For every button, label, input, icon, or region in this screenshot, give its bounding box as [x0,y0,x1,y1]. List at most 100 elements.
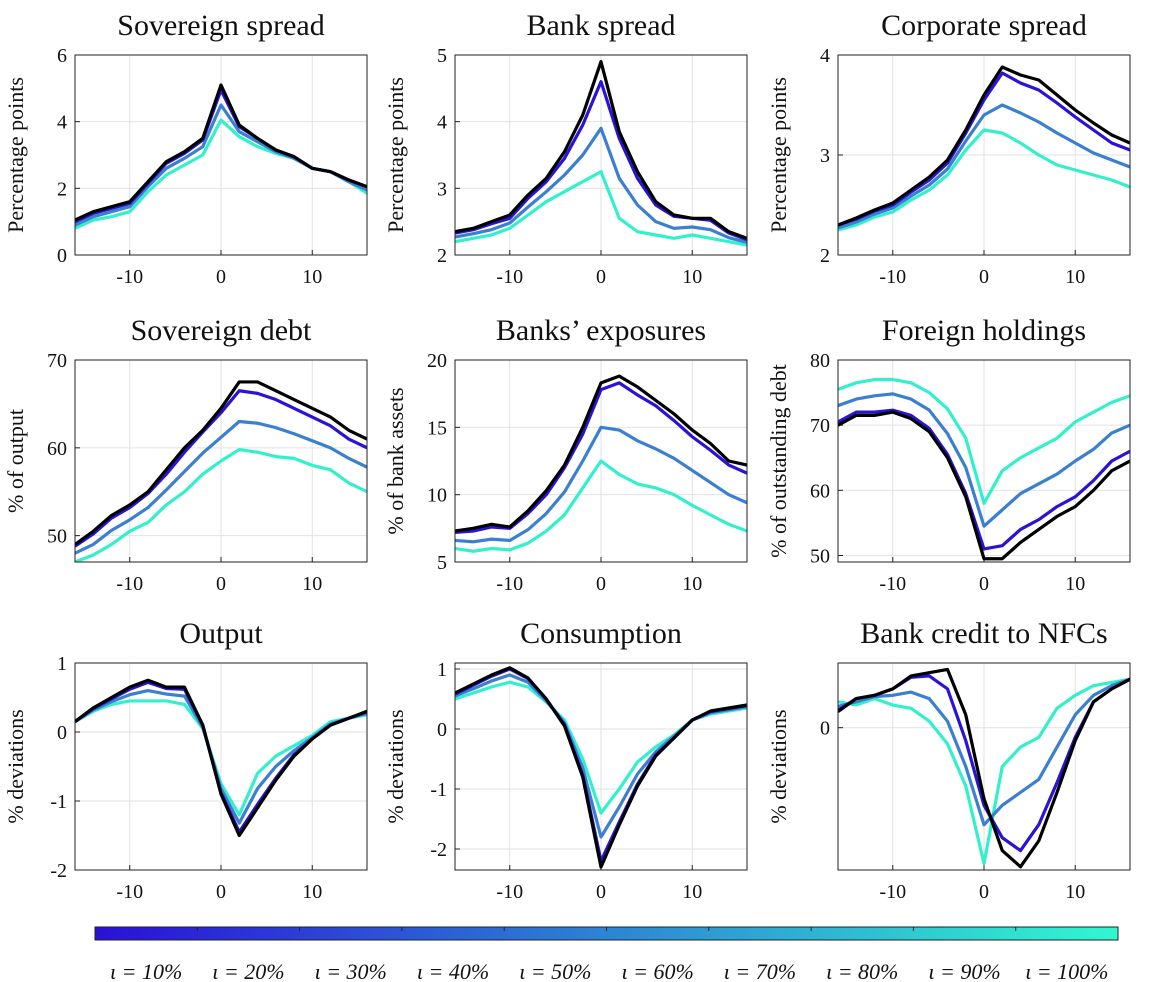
panel: Consumption% deviations-10 0 10-2-101 [383,617,748,903]
y-tick-label: 1 [57,653,67,675]
series-line [455,374,747,533]
panel: Bank credit to NFCs % deviations -10 0 10 0 [766,617,1131,903]
x-tick-label: -10 [496,881,523,903]
series-line [75,419,367,555]
plot-area [75,380,367,562]
y-tick-label: 3 [820,145,830,167]
panel-title: Sovereign debt [131,314,312,347]
x-tick-label: 0 [596,881,606,903]
y-axis-label: % deviations [766,709,791,823]
y-tick-label: 5 [437,45,447,67]
y-tick-label: 10 [427,485,447,507]
x-tick-label: -10 [116,881,143,903]
plot-area [455,374,747,553]
y-tick-label: 70 [810,415,830,437]
x-tick-label: 0 [979,266,989,288]
plot-area [838,65,1130,232]
series-line [75,389,367,548]
x-tick-label: 10 [302,573,322,595]
x-tick-label: 10 [1065,881,1085,903]
axes-box [454,359,748,563]
plot-area [455,60,747,247]
legend-label: ι = 10% [110,959,182,982]
x-tick-label: -10 [116,573,143,595]
panel: Foreign holdings % of outstanding debt -10… [766,314,1131,595]
panel: Output% deviations-10 0 10-2-101 [3,617,368,903]
series-line [455,459,747,553]
y-tick-label: 0 [820,718,830,740]
x-tick-label: 10 [682,881,702,903]
x-tick-label: 0 [216,573,226,595]
plot-area [838,377,1130,561]
x-tick-label: -10 [496,266,523,288]
axes-box [454,662,748,871]
axes-box [454,54,748,256]
y-axis-label: Percentage points [383,77,408,233]
series-line [838,410,1130,561]
y-tick-label: 4 [437,112,447,134]
panel: Sovereign debt % of output -10 0 10 50 60 70 [3,314,368,595]
y-tick-label: 5 [437,552,447,574]
y-tick-label: 2 [820,245,830,267]
panel-title: Consumption [520,617,682,650]
panel-title: Corporate spread [881,9,1087,42]
y-tick-label: 60 [47,438,67,460]
panel-title: Foreign holdings [882,314,1086,347]
series-line [838,667,1130,869]
panel-title: Output [179,617,263,650]
x-tick-label: 0 [216,266,226,288]
axes-box [74,359,368,563]
y-tick-label: 0 [57,245,67,267]
legend-label: ι = 30% [315,959,387,982]
y-tick-label: 60 [810,480,830,502]
x-tick-label: 10 [682,266,702,288]
y-tick-label: 2 [57,178,67,200]
series-line [455,170,747,247]
y-axis-label: % deviations [3,709,28,823]
series-line [838,392,1130,528]
y-tick-label: 2 [437,245,447,267]
x-tick-label: 0 [979,573,989,595]
panel: Banks’ exposures % of bank assets -10 0 10 5 1… [383,314,748,595]
y-tick-label: 6 [57,45,67,67]
panel-title: Banks’ exposures [496,314,706,347]
x-tick-label: 0 [216,881,226,903]
x-tick-label: 10 [1065,573,1085,595]
series-line [838,408,1130,551]
x-tick-label: 10 [302,266,322,288]
y-axis-label: Percentage points [766,77,791,233]
y-tick-label: 70 [47,350,67,372]
y-tick-label: 4 [57,112,67,134]
series-line [838,103,1130,230]
y-tick-label: 3 [437,178,447,200]
y-axis-label: % deviations [383,709,408,823]
legend-label: ι = 100% [1025,959,1108,982]
panel-title: Bank credit to NFCs [860,617,1108,650]
series-line [838,677,1130,866]
series-line [455,666,747,869]
series-line [75,83,367,222]
x-tick-label: -10 [116,266,143,288]
series-line [455,126,747,244]
series-line [75,447,367,562]
y-tick-label: 1 [437,659,447,681]
legend-label: ι = 40% [417,959,489,982]
legend-label: ι = 70% [724,959,796,982]
x-tick-label: -10 [879,881,906,903]
y-tick-label: 80 [810,350,830,372]
y-axis-label: % of bank assets [383,387,408,534]
plot-area [455,666,747,869]
y-tick-label: -2 [50,860,67,882]
y-tick-label: -2 [430,839,447,861]
x-tick-label: 0 [596,573,606,595]
legend-label: ι = 60% [622,959,694,982]
panel-title: Bank spread [526,9,675,42]
series-line [455,60,747,240]
plot-area [75,83,367,230]
panel: Bank spread Percentage points -10 0 10 2 3 4 5 [383,9,748,288]
series-line [75,678,367,838]
panel-title: Sovereign spread [117,9,324,42]
y-tick-label: 0 [57,722,67,744]
axes-box [837,54,1131,256]
